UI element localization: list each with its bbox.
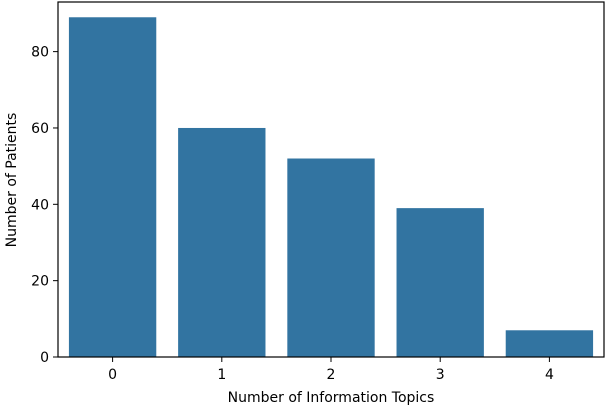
bar-4 xyxy=(505,330,594,357)
plot-frame xyxy=(57,1,605,358)
x-tick-label: 3 xyxy=(436,367,445,383)
x-axis-title: Number of Information Topics xyxy=(228,390,435,406)
x-tick-label: 4 xyxy=(545,367,554,383)
x-axis-ticks: 0 1 2 3 4 xyxy=(108,357,554,383)
y-tick-label: 20 xyxy=(31,274,49,290)
y-tick-label: 80 xyxy=(31,45,49,61)
y-axis-title: Number of Patients xyxy=(4,113,20,248)
y-axis-ticks: 0 20 40 60 80 xyxy=(31,45,58,366)
bar-3 xyxy=(396,208,484,357)
y-tick-label: 40 xyxy=(31,197,49,213)
bar-2 xyxy=(287,158,375,357)
y-tick-label: 60 xyxy=(31,121,49,137)
bar-0 xyxy=(68,17,157,357)
bars-group xyxy=(68,17,594,357)
y-tick-label: 0 xyxy=(40,350,49,366)
x-tick-label: 2 xyxy=(327,367,336,383)
x-tick-label: 1 xyxy=(217,367,226,383)
x-tick-label: 0 xyxy=(108,367,117,383)
bar-1 xyxy=(178,127,266,357)
